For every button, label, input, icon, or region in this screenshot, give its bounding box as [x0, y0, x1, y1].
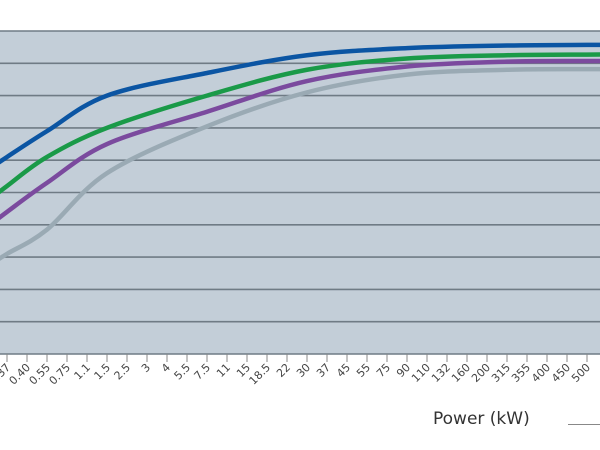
x-tick-label: 55	[354, 361, 373, 380]
x-tick-label: 75	[374, 361, 393, 380]
series-line-4	[0, 66, 600, 261]
x-tick-label: 2.5	[112, 361, 134, 383]
x-tick-label: 37	[314, 361, 333, 380]
x-tick-label: 315	[489, 361, 513, 385]
x-tick-label: 18.5	[247, 361, 274, 388]
x-tick-label: 5.5	[172, 361, 194, 383]
x-tick-label: 110	[409, 361, 433, 385]
x-tick-label: 0.40	[7, 361, 34, 388]
x-tick-label: 355	[509, 361, 533, 385]
axis-legend-line	[568, 424, 600, 425]
x-tick-label: 7.5	[192, 361, 214, 383]
series-line-3	[0, 58, 600, 220]
x-tick-label: 450	[549, 361, 573, 385]
x-tick-label: 400	[529, 361, 553, 385]
x-tick-label: 3	[139, 361, 153, 375]
series-line-2	[0, 52, 600, 195]
series-line-1	[0, 42, 600, 165]
x-tick-label: 0.55	[27, 361, 54, 388]
x-tick-label: 11	[214, 361, 233, 380]
x-tick-label: 1.1	[72, 361, 94, 383]
x-tick-label: 500	[569, 361, 593, 385]
x-tick-label: 30	[294, 361, 313, 380]
x-tick-label: 1.5	[92, 361, 114, 383]
x-tick-label: 45	[334, 361, 353, 380]
x-tick-label: 132	[429, 361, 453, 385]
x-tick-label: 22	[274, 361, 293, 380]
x-tick-label: 0.75	[47, 361, 74, 388]
x-tick-label: 200	[469, 361, 493, 385]
x-axis-title: Power (kW)	[433, 409, 530, 429]
x-tick-label: 160	[449, 361, 473, 385]
